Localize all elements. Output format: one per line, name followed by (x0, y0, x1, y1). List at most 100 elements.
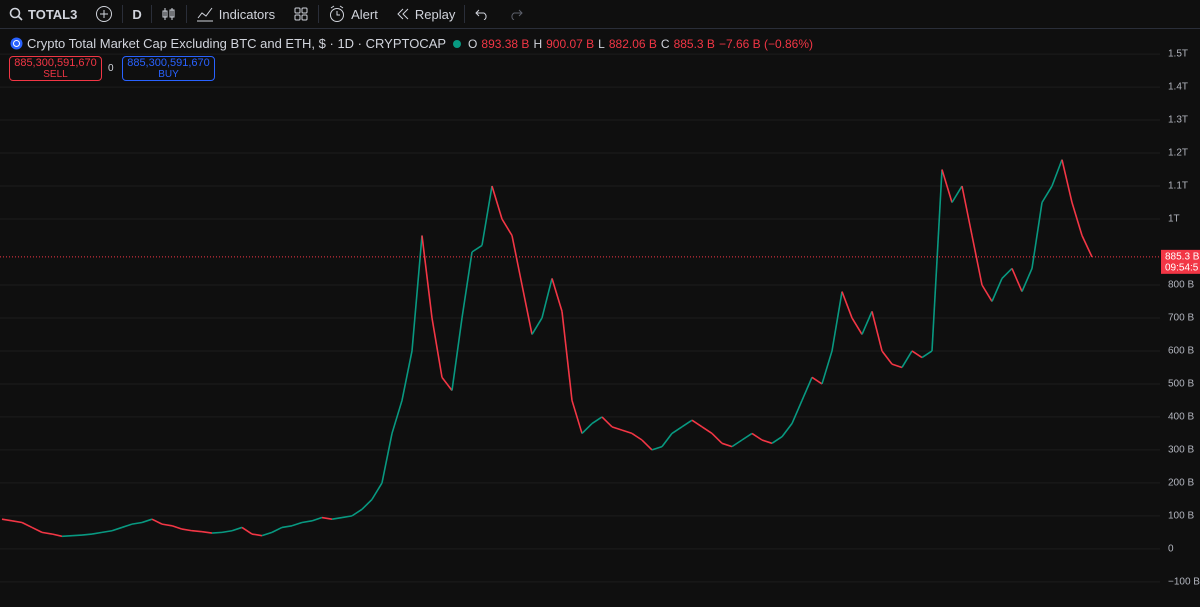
price-segment (21, 521, 33, 529)
price-segment (41, 531, 53, 535)
price-segment (331, 516, 343, 520)
price-segment (771, 436, 783, 444)
interval-label: D (132, 6, 142, 22)
compare[interactable] (86, 5, 122, 23)
replay[interactable]: Replay (387, 7, 464, 22)
price-segment (1011, 268, 1023, 292)
price-segment (201, 530, 213, 534)
legend-title: Crypto Total Market Cap Excluding BTC an… (27, 36, 447, 51)
price-segment (561, 311, 573, 401)
price-segment (281, 524, 293, 529)
price-segment (621, 429, 633, 435)
price-segment (731, 439, 743, 448)
indicators[interactable]: Indicators (187, 6, 284, 22)
price-segment (401, 350, 413, 401)
y-tick-label: 1T (1168, 214, 1180, 225)
price-segment (151, 518, 163, 525)
price-segment (141, 518, 153, 524)
price-segment (901, 350, 913, 368)
price-segment (81, 533, 93, 536)
price-segment (751, 432, 763, 441)
price-segment (131, 521, 143, 525)
price-segment (441, 376, 453, 392)
price-segment (1071, 202, 1083, 236)
y-tick-label: 600 B (1168, 346, 1194, 357)
replay-label: Replay (414, 6, 456, 22)
last-price-box (1161, 249, 1200, 274)
close-value: 885.3 B (673, 36, 715, 51)
price-segment (671, 426, 683, 435)
price-segment (271, 526, 283, 534)
y-tick-label: 0 (1168, 544, 1174, 555)
price-segment (631, 432, 643, 441)
buy-price: 885,300,591,670 (127, 57, 210, 69)
interval[interactable]: D (123, 7, 150, 22)
price-segment (501, 218, 513, 236)
sell-button[interactable]: 885,300,591,670 SELL (9, 56, 102, 81)
price-segment (961, 185, 973, 236)
templates[interactable] (284, 6, 318, 22)
price-segment (1081, 235, 1093, 258)
price-segment (811, 376, 823, 385)
price-segment (761, 439, 773, 445)
price-segment (261, 531, 273, 537)
price-segment (531, 317, 543, 335)
y-tick-label: 200 B (1168, 478, 1194, 489)
price-segment (341, 515, 353, 519)
price-segment (231, 526, 243, 532)
price-segment (661, 432, 673, 448)
price-segment (91, 531, 103, 535)
y-tick-label: 700 B (1168, 313, 1194, 324)
price-segment (711, 432, 723, 444)
price-segment (251, 533, 263, 537)
price-segment (521, 284, 533, 335)
price-segment (821, 350, 833, 385)
symbol-search[interactable]: TOTAL3 (0, 7, 86, 22)
price-segment (601, 416, 613, 428)
price-segment (421, 235, 433, 319)
price-segment (461, 251, 473, 319)
symbol: TOTAL3 (28, 6, 78, 22)
undo[interactable] (465, 8, 499, 20)
buy-button[interactable]: 885,300,591,670 BUY (122, 56, 215, 81)
countdown: 09:54:5 (1165, 262, 1199, 273)
price-segment (1061, 159, 1073, 203)
price-segment (431, 317, 443, 378)
price-segment (121, 523, 133, 529)
close-key: C (660, 36, 670, 51)
price-segment (941, 169, 953, 203)
y-tick-label: 400 B (1168, 412, 1194, 423)
y-tick-label: 1.2T (1168, 148, 1188, 159)
price-segment (641, 439, 653, 451)
alert[interactable]: Alert (319, 5, 387, 23)
price-segment (391, 400, 403, 434)
price-segment (891, 363, 903, 369)
y-tick-label: 300 B (1168, 445, 1194, 456)
price-segment (11, 520, 23, 524)
price-segment (571, 400, 583, 434)
price-segment (951, 185, 963, 203)
price-segment (311, 516, 323, 522)
y-tick-label: −100 B (1168, 576, 1200, 587)
buy-label: BUY (158, 69, 179, 80)
price-segment (191, 529, 203, 533)
price-segment (371, 482, 383, 500)
price-segment (241, 526, 253, 535)
price-segment (781, 423, 793, 438)
chart-type[interactable] (152, 6, 186, 22)
price-segment (451, 317, 463, 391)
price-segment (861, 311, 873, 335)
redo[interactable] (499, 8, 533, 20)
price-segment (991, 278, 1003, 302)
change-value: −7.66 B (−0.86%) (718, 36, 813, 51)
price-segment (801, 377, 813, 401)
high-key: H (533, 36, 543, 51)
chart: −100 B 0 100 B 200 B 300 B 400 B 500 B 600 B 700… (0, 49, 1200, 587)
price-segment (651, 445, 663, 451)
price-segment (411, 235, 423, 352)
y-tick-label: 1.4T (1168, 82, 1188, 93)
status-dot (453, 39, 462, 48)
price-segment (881, 350, 893, 365)
price-segment (841, 291, 853, 319)
